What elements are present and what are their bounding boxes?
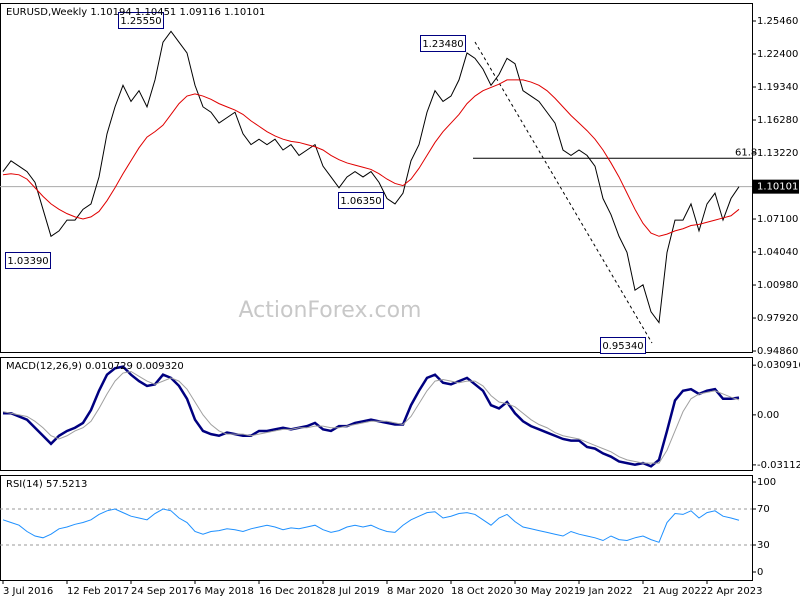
series-line (2, 79, 740, 237)
trend-line (474, 41, 653, 344)
price-annotation: 1.25550 (120, 16, 161, 27)
y-tick-label: 70 (757, 504, 770, 515)
y-tick-label: 100 (757, 477, 776, 488)
y-tick-label: -0.031124 (757, 460, 800, 471)
x-tick-label: 18 Oct 2020 (451, 586, 513, 597)
price-annotation-box (5, 252, 51, 269)
price-annotation-box (600, 337, 646, 354)
panel-frame (0, 3, 753, 353)
price-annotation: 0.95340 (602, 341, 643, 352)
series-line (2, 30, 740, 324)
panel-frame (0, 475, 753, 581)
last-price-box (753, 179, 799, 194)
panel-frame (0, 357, 753, 471)
price-annotation: 1.03390 (7, 256, 48, 267)
last-price-label: 1.10101 (757, 182, 798, 193)
x-tick-label: 8 Mar 2020 (387, 586, 444, 597)
series-line (2, 370, 740, 464)
panel-title: EURUSD,Weekly 1.10194 1.10451 1.09116 1.… (6, 7, 265, 18)
watermark: ActionForex.com (239, 298, 422, 323)
x-tick-label: 12 Feb 2017 (67, 586, 129, 597)
y-tick-label: 1.19340 (757, 82, 798, 93)
series-line (2, 508, 740, 543)
x-tick-label: 30 May 2021 (515, 586, 580, 597)
y-tick-label: 1.07100 (757, 214, 798, 225)
y-tick-label: 1.00980 (757, 280, 798, 291)
y-tick-label: 1.04040 (757, 247, 798, 258)
y-tick-label: 1.25460 (757, 16, 798, 27)
y-tick-label: 1.16280 (757, 115, 798, 126)
y-tick-label: 30 (757, 540, 770, 551)
panel-title: RSI(14) 57.5213 (6, 479, 87, 490)
x-tick-label: 24 Sep 2017 (131, 586, 194, 597)
y-tick-label: 0 (757, 567, 763, 578)
series-line (3, 365, 740, 468)
y-tick-label: 1.13220 (757, 148, 798, 159)
y-tick-label: 0.94860 (757, 346, 798, 357)
y-tick-label: 1.22400 (757, 49, 798, 60)
x-tick-label: 9 Jan 2022 (579, 586, 633, 597)
price-annotation-box (338, 192, 384, 209)
x-tick-label: 21 Aug 2022 (643, 586, 707, 597)
y-tick-label: 0.030916 (757, 360, 800, 371)
x-tick-label: 2 Apr 2023 (707, 586, 762, 597)
price-annotation: 1.23480 (422, 39, 463, 50)
fib-label: 61.8 (735, 147, 757, 158)
x-tick-label: 16 Dec 2018 (259, 586, 323, 597)
price-annotation-box (420, 35, 466, 52)
price-annotation-box (118, 12, 164, 29)
x-tick-label: 6 May 2018 (195, 586, 254, 597)
x-tick-label: 28 Jul 2019 (323, 586, 380, 597)
panel-title: MACD(12,26,9) 0.010729 0.009320 (6, 361, 184, 372)
x-tick-label: 3 Jul 2016 (3, 586, 53, 597)
y-tick-label: 0.00 (757, 410, 779, 421)
price-annotation: 1.06350 (340, 196, 381, 207)
y-tick-label: 0.97920 (757, 313, 798, 324)
